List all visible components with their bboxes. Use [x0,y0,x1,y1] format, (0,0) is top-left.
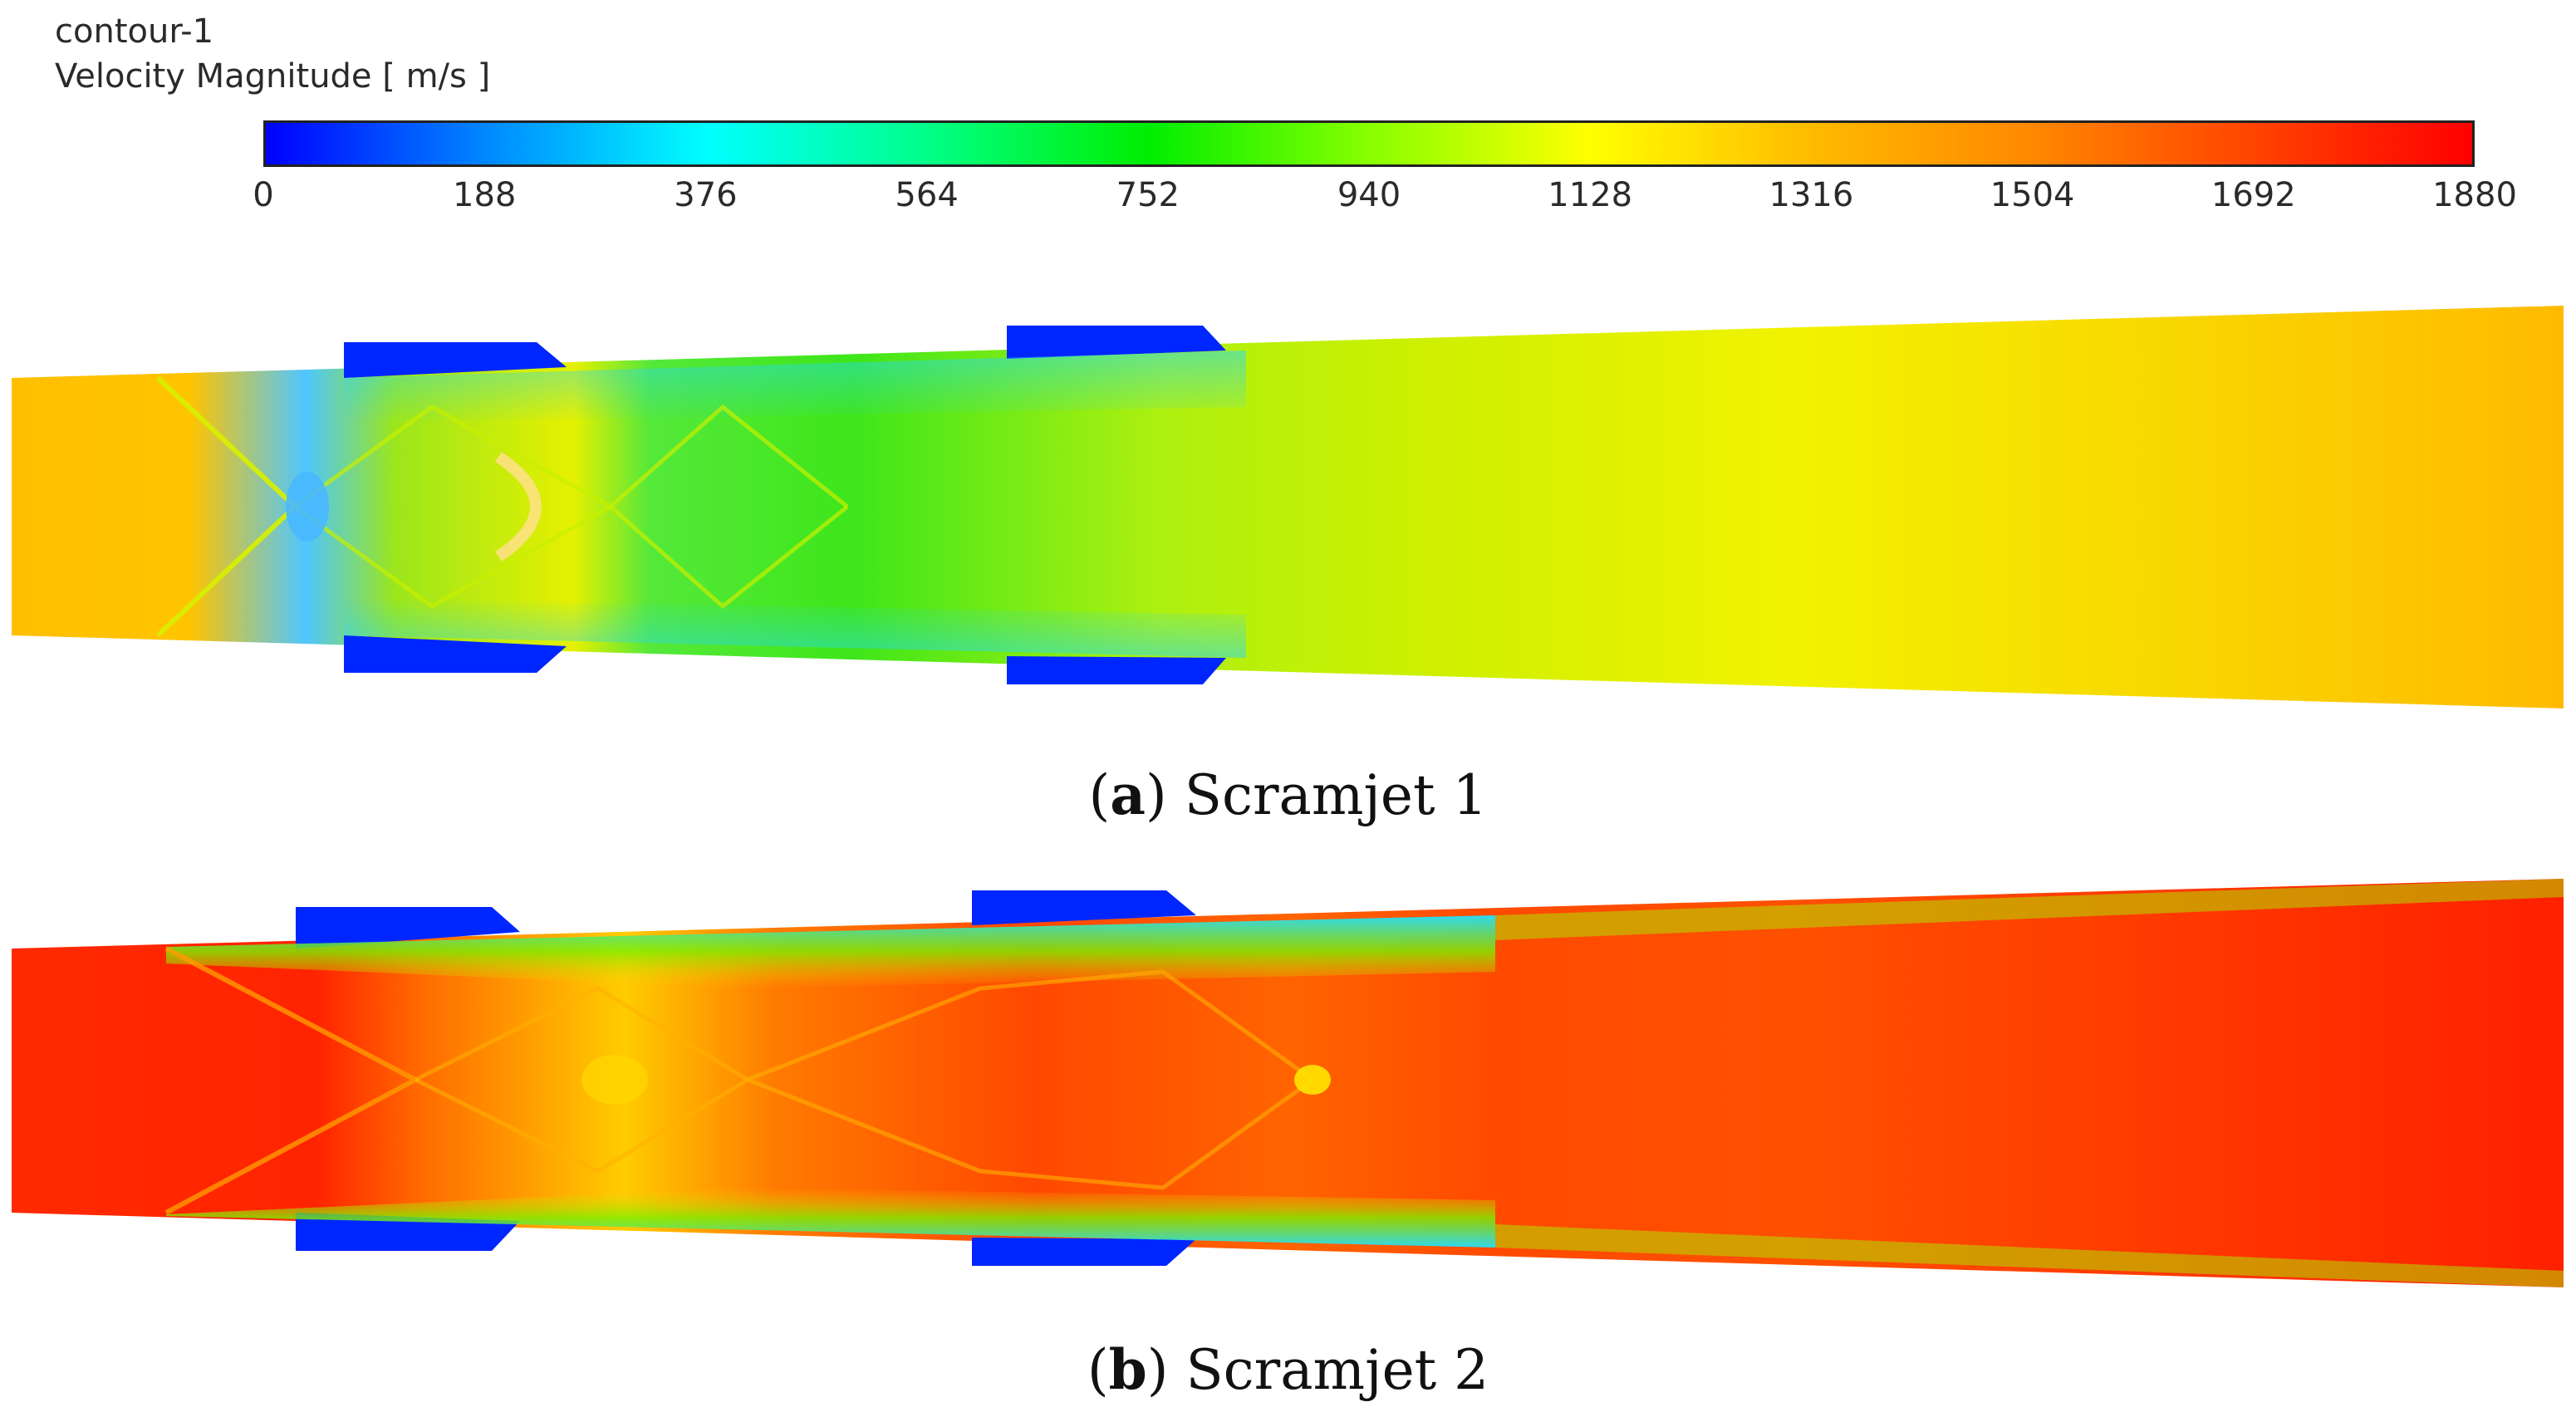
colorbar [263,120,2475,167]
colorbar-tick-label: 1316 [1769,176,1854,214]
caption-text: Scramjet 1 [1184,763,1488,827]
colorbar-tick-label: 1504 [1990,176,2075,214]
colorbar-tick-label: 1880 [2432,176,2517,214]
scramjet-2-contour [12,879,2564,1287]
colorbar-tick-label: 752 [1116,176,1180,214]
colorbar-tick-label: 0 [253,176,274,214]
caption-scramjet-2: (b) Scramjet 2 [1087,1337,1489,1402]
colorbar-tick-label: 188 [453,176,517,214]
caption-text: Scramjet 2 [1185,1338,1489,1402]
colorbar-ticks: 0 188 376 564 752 940 1128 1316 1504 1692 1880 [0,176,2576,226]
colorbar-tick-label: 940 [1337,176,1401,214]
colorbar-tick-label: 1128 [1548,176,1633,214]
scramjet-1-contour [12,306,2564,708]
colorbar-tick-label: 376 [674,176,738,214]
panel-scramjet-2 [0,872,2576,1304]
caption-scramjet-1: (a) Scramjet 1 [1088,762,1488,827]
colorbar-tick-label: 1692 [2210,176,2296,214]
legend-quantity-label: Velocity Magnitude [ m/s ] [55,57,491,96]
caption-letter: b [1108,1337,1147,1402]
colorbar-tick-label: 564 [895,176,959,214]
panel-scramjet-1 [0,299,2576,714]
caption-letter: a [1110,762,1146,827]
legend-title: contour-1 [55,12,214,51]
